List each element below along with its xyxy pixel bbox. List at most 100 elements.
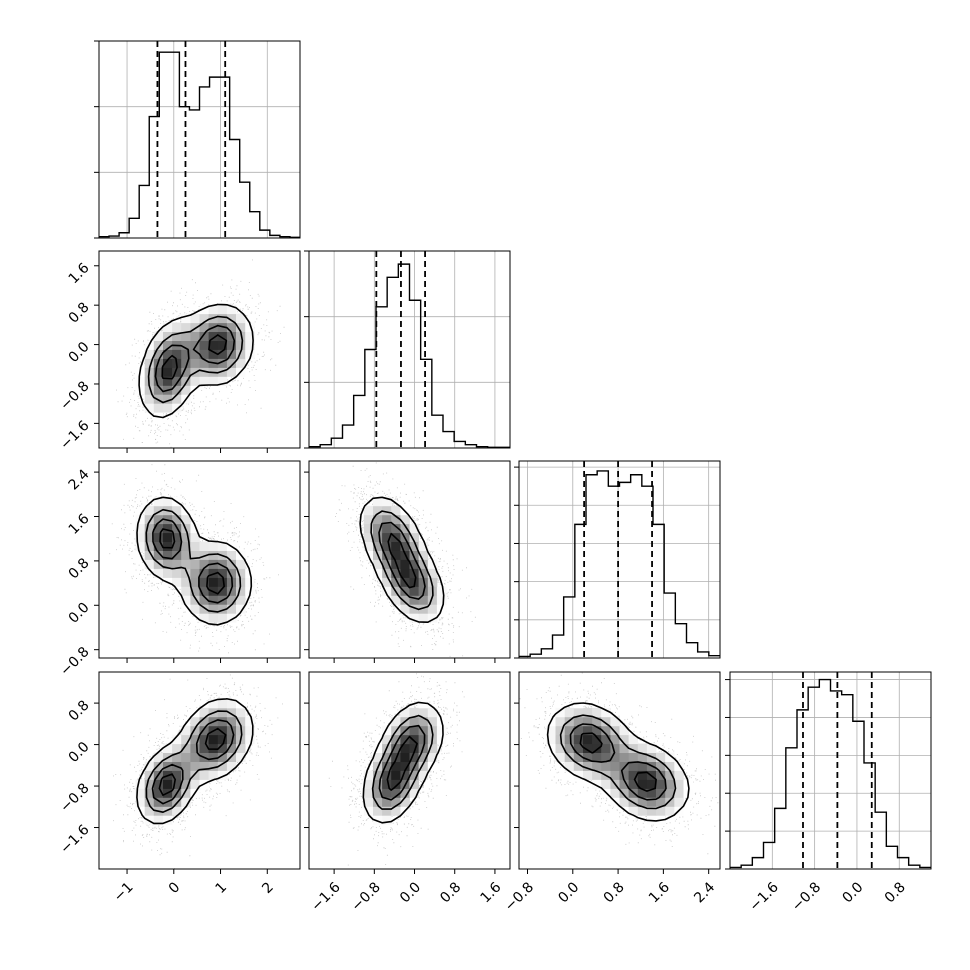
- pair-density-cell: [144, 770, 155, 780]
- pair-density-cell: [135, 541, 145, 551]
- pair-density-cell: [199, 577, 209, 587]
- pair-density-cell: [172, 734, 182, 745]
- pair-density-cell: [363, 770, 374, 780]
- pair-density-cell: [637, 770, 648, 780]
- pair-density-cell: [592, 779, 602, 789]
- pair-density-cell: [363, 806, 374, 816]
- pair-density-cell: [363, 797, 374, 807]
- pair-density-cell: [236, 331, 246, 341]
- pair-density-cell: [199, 541, 209, 551]
- pair-density-cell: [400, 797, 410, 807]
- pair-density-cell: [418, 761, 429, 771]
- pair-density-cell: [373, 505, 383, 516]
- pair-density-cell: [546, 734, 556, 745]
- pair-contour-2-3-3: [579, 732, 657, 792]
- pair-density-cell: [619, 788, 629, 798]
- pair-density-cell: [373, 568, 383, 578]
- pair-density-cell: [418, 752, 429, 762]
- pair-density-cell: [208, 304, 219, 315]
- pair-contour-0-1-3: [161, 334, 228, 380]
- pair-density-cell: [236, 349, 246, 359]
- pair-density-cell: [172, 541, 182, 551]
- pair-density-cell: [226, 322, 237, 332]
- pair-density-cell: [391, 779, 401, 789]
- pair-density-cell: [363, 788, 374, 798]
- pair-density-cell: [546, 725, 556, 736]
- pair-density-cell: [637, 743, 648, 753]
- pair-density-cell: [592, 752, 602, 762]
- pair-density-cell: [208, 331, 219, 341]
- pair-contour-1-3-3: [386, 735, 418, 791]
- hist-panel-1: [304, 250, 511, 449]
- pair-density-cell: [190, 376, 200, 386]
- pair-density-cell: [217, 725, 228, 736]
- pair-density-cell: [637, 797, 648, 807]
- pair-density-cell: [163, 367, 173, 377]
- pair-density-cell: [226, 559, 237, 569]
- pair-density-cell: [400, 752, 410, 762]
- pair-density-cell: [217, 358, 228, 368]
- pair-density-cell: [555, 725, 565, 736]
- pair-density-cell: [163, 559, 173, 569]
- pair-density-cell: [199, 376, 209, 386]
- pair-density-cell: [583, 761, 593, 771]
- pair-density-cell: [190, 358, 200, 368]
- pair-density-cell: [153, 349, 164, 359]
- pair-density-cell: [382, 770, 392, 780]
- pair-density-cell: [144, 788, 155, 798]
- pair-density-cell: [208, 770, 219, 780]
- pair-density-cell: [573, 707, 584, 718]
- pair-density-cell: [172, 779, 182, 789]
- pair-density-cell: [144, 541, 155, 551]
- pair-frame-0-2: [98, 460, 301, 659]
- hist-step-3: [730, 678, 931, 869]
- pair-density-cell: [628, 779, 639, 789]
- pair-density-cell: [363, 523, 374, 534]
- pair-density-cell: [400, 568, 410, 578]
- pair-density-cell: [409, 613, 419, 623]
- pair-density-cell: [190, 761, 200, 771]
- x-tick-label-0-0: −1: [111, 879, 137, 905]
- pair-density-cell: [153, 340, 164, 350]
- pair-content-1-3: [328, 673, 465, 866]
- pair-density-cell: [665, 806, 675, 816]
- pair-contour-0-3-1: [145, 710, 243, 813]
- pair-density-cell: [583, 770, 593, 780]
- pair-density-cell: [646, 779, 657, 789]
- pair-density-cell: [619, 779, 629, 789]
- pair-density-cell: [592, 716, 602, 727]
- pair-density-cell: [236, 752, 246, 762]
- pair-density-cell: [208, 595, 219, 605]
- pair-density-cell: [400, 770, 410, 780]
- pair-density-cell: [226, 707, 237, 718]
- pair-density-cell: [208, 752, 219, 762]
- pair-density-cell: [628, 734, 639, 745]
- pair-density-cell: [628, 770, 639, 780]
- pair-contour-0-1-1: [147, 315, 244, 404]
- pair-density-cell: [665, 770, 675, 780]
- y-tick-label-1-2: 0.0: [66, 339, 93, 366]
- pair-density-cell: [153, 788, 164, 798]
- pair-density-cell: [391, 568, 401, 578]
- pair-density-cell: [391, 734, 401, 745]
- pair-density-cell: [153, 394, 164, 404]
- y-tick-label-1-4: 1.6: [66, 260, 93, 287]
- pair-density-cell: [135, 797, 145, 807]
- y-tick-label-2-4: 2.4: [66, 466, 93, 493]
- pair-density-cell: [409, 541, 419, 551]
- pair-density-cell: [418, 770, 429, 780]
- pair-density-cell: [427, 604, 438, 614]
- pair-density-cell: [226, 331, 237, 341]
- pair-density-cell: [144, 815, 155, 825]
- pair-density-cell: [619, 734, 629, 745]
- pair-panel-2-3: [514, 671, 721, 874]
- pair-density-cell: [382, 725, 392, 736]
- pair-density-cell: [601, 725, 611, 736]
- pair-density-cell: [217, 698, 228, 709]
- pair-density-cell: [409, 788, 419, 798]
- pair-density-cell: [217, 367, 228, 377]
- pair-density-cell: [153, 797, 164, 807]
- pair-density-cell: [409, 532, 419, 542]
- pair-density-cell: [190, 559, 200, 569]
